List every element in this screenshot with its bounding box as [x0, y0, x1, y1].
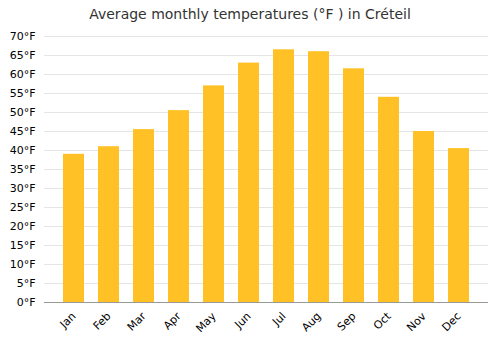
svg-text:70°F: 70°F — [10, 30, 36, 43]
svg-text:65°F: 65°F — [10, 49, 36, 62]
svg-text:Mar: Mar — [125, 309, 149, 333]
svg-text:15°F: 15°F — [10, 239, 36, 252]
svg-text:Aug: Aug — [299, 310, 323, 334]
svg-text:Jun: Jun — [232, 310, 254, 332]
svg-text:10°F: 10°F — [10, 258, 36, 271]
html-text:Average monthly temperatures (: Average monthly temperatures (°F ) in Cr… — [89, 6, 411, 22]
svg-text:Sep: Sep — [335, 310, 359, 334]
svg-text:May: May — [193, 309, 219, 335]
svg-text:Feb: Feb — [91, 310, 114, 333]
svg-text:45°F: 45°F — [10, 125, 36, 138]
svg-text:Oct: Oct — [371, 309, 394, 332]
svg-text:Jan: Jan — [57, 310, 79, 332]
svg-text:30°F: 30°F — [10, 182, 36, 195]
svg-text:Nov: Nov — [404, 309, 429, 334]
svg-text:60°F: 60°F — [10, 68, 36, 81]
svg-text:0°F: 0°F — [17, 296, 36, 309]
svg-text:25°F: 25°F — [10, 201, 36, 214]
svg-text:50°F: 50°F — [10, 106, 36, 119]
svg-text:Jul: Jul — [269, 310, 288, 329]
svg-text:20°F: 20°F — [10, 220, 36, 233]
svg-text:Dec: Dec — [439, 310, 463, 334]
svg-text:35°F: 35°F — [10, 163, 36, 176]
svg-text:Apr: Apr — [161, 309, 184, 332]
svg-text:55°F: 55°F — [10, 87, 36, 100]
svg-text:40°F: 40°F — [10, 144, 36, 157]
svg-text:5°F: 5°F — [17, 277, 36, 290]
